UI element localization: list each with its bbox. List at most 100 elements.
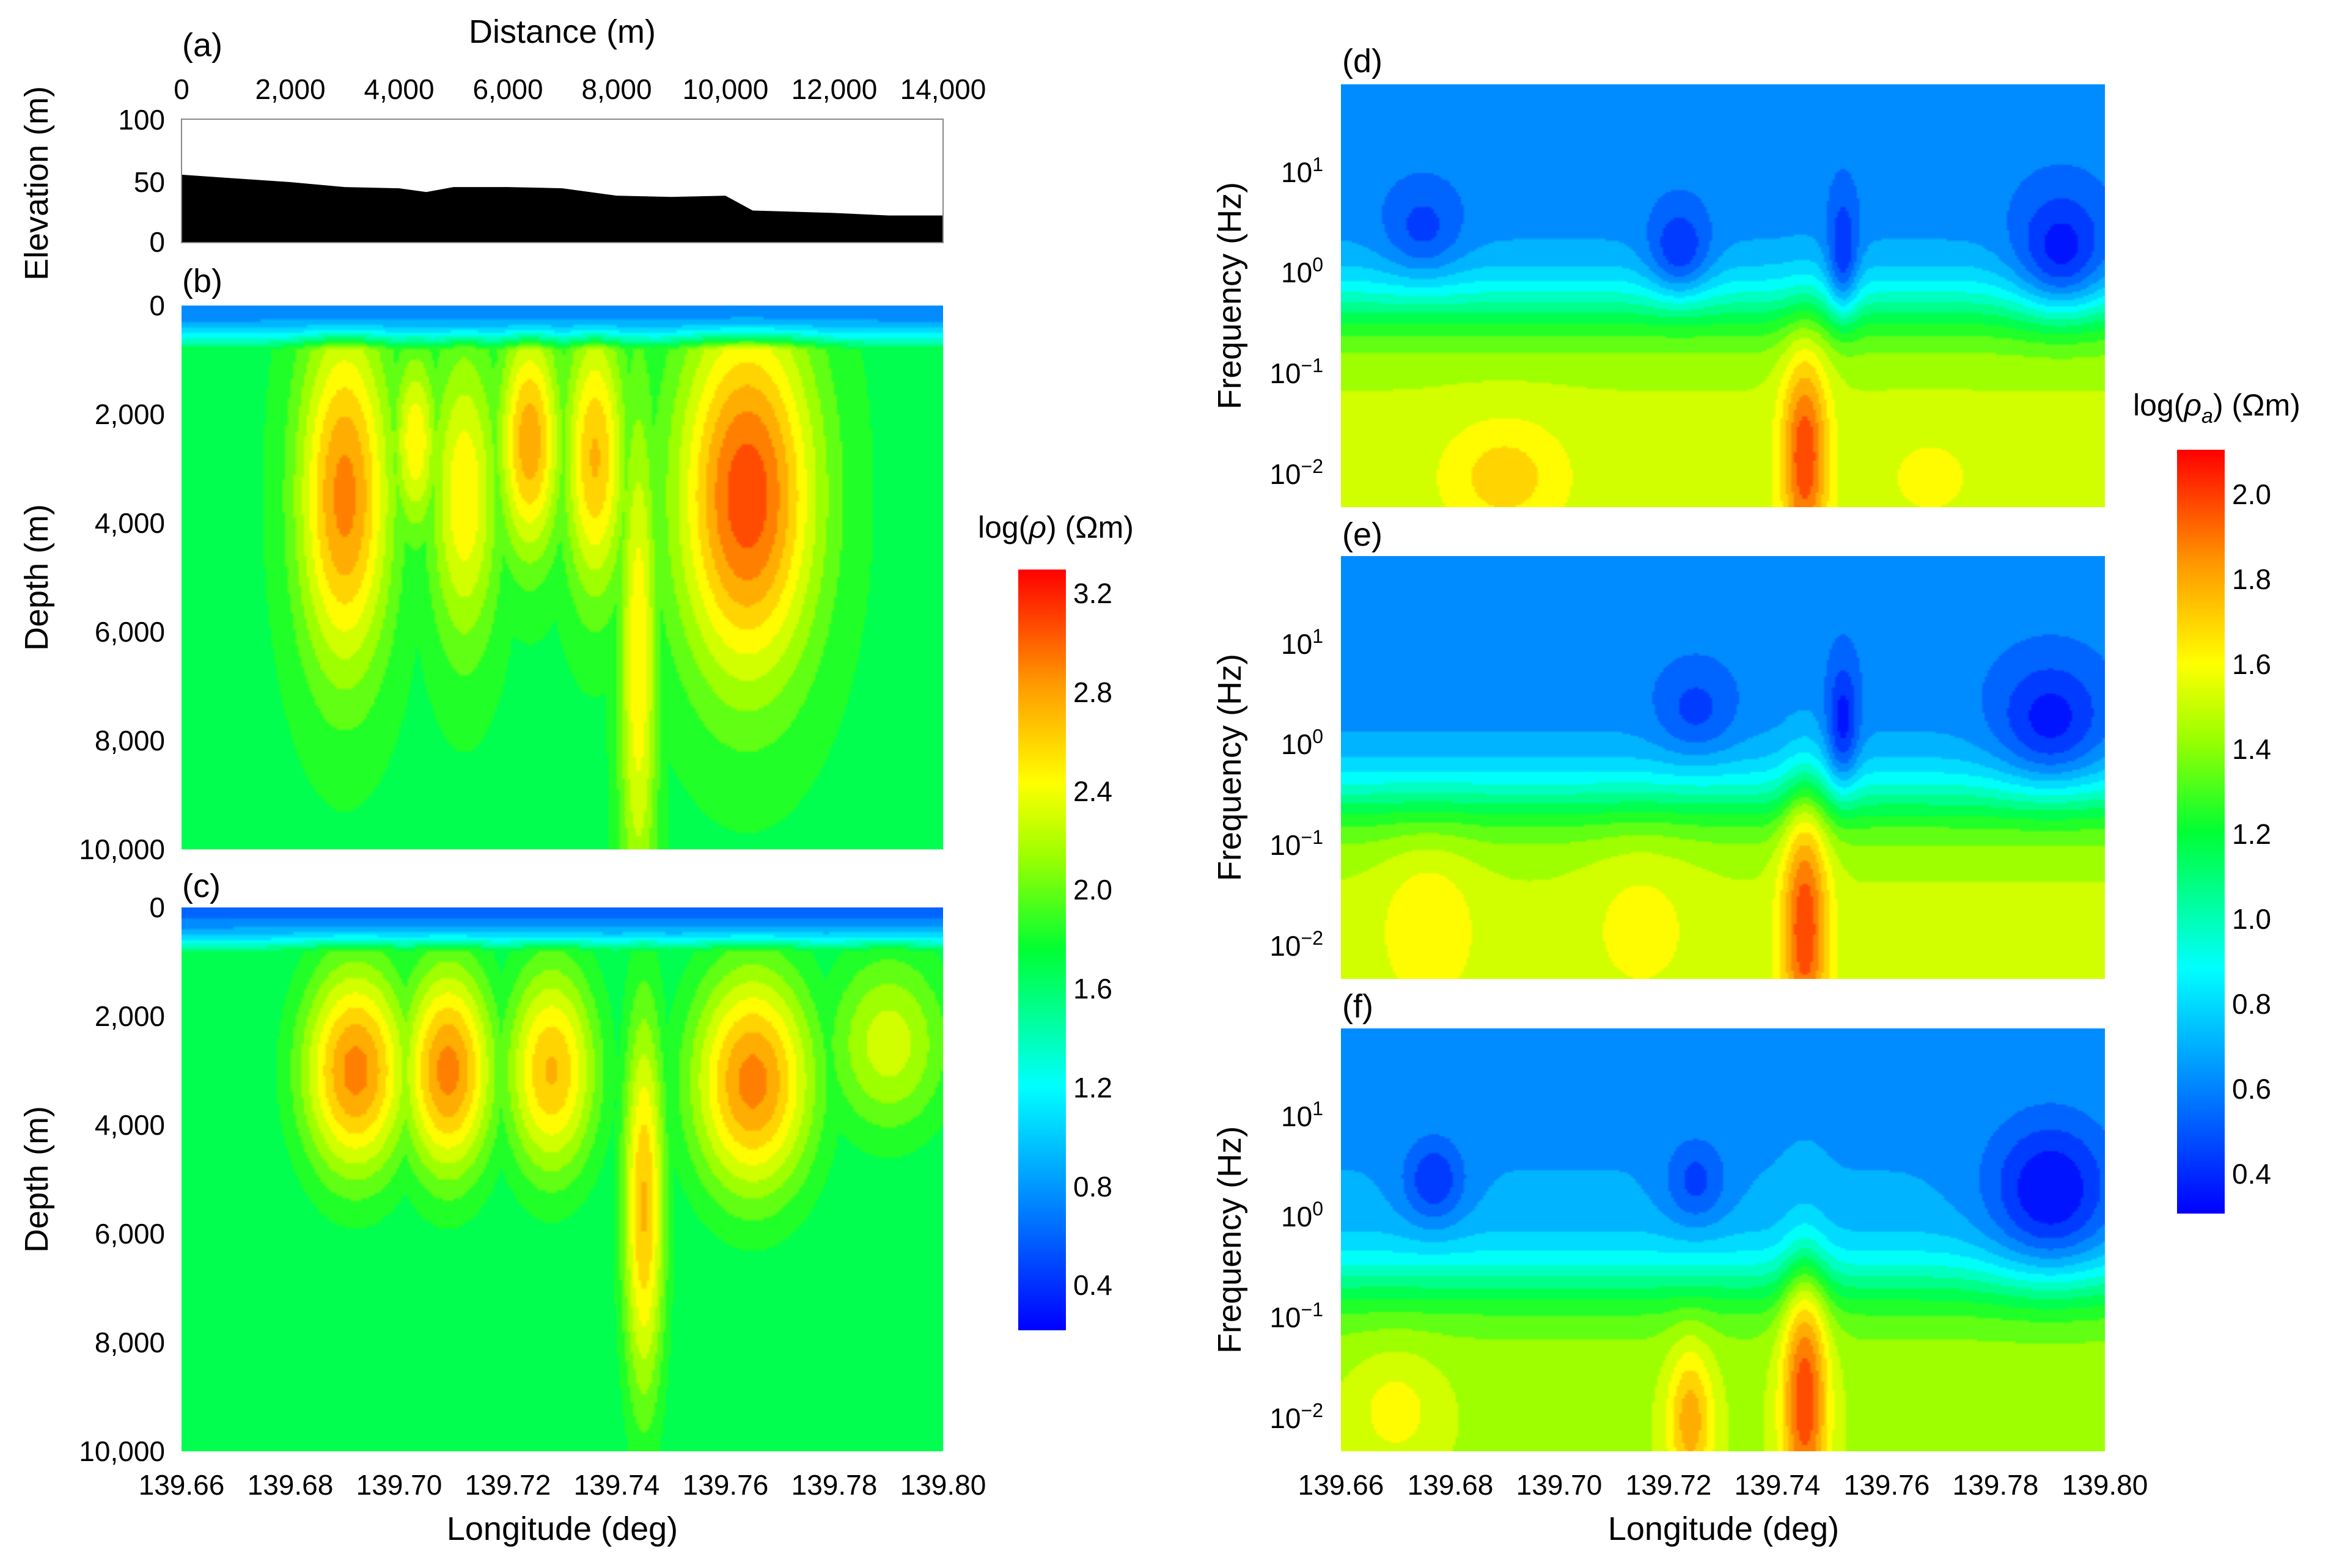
panel-d: (d) Frequency (Hz) 101 100 10−1 10−2 [1211, 43, 2105, 507]
freq-tick-base: 10 [1281, 728, 1312, 760]
freq-tick-exp: 0 [1312, 254, 1323, 276]
colorbar-tick: 0.4 [1073, 1269, 1112, 1301]
freq-tick-exp: 0 [1312, 725, 1323, 747]
depth-axis-title: Depth (m) [18, 1106, 55, 1253]
depth-tick: 8,000 [95, 725, 165, 757]
distance-tick: 0 [174, 73, 189, 105]
panel-b: (b) Depth (m) 0 2,000 4,000 6,000 8,000 … [18, 263, 943, 865]
panel-f: (f) Frequency (Hz) 101 100 10−1 10−2 [1211, 988, 2105, 1451]
elevation-tick: 100 [118, 104, 165, 136]
panel-c-label: (c) [182, 868, 221, 904]
distance-axis-title: Distance (m) [469, 13, 656, 50]
frequency-axis-title: Frequency (Hz) [1211, 654, 1248, 881]
distance-tick: 10,000 [683, 73, 769, 105]
freq-ticks-e: 101 100 10−1 10−2 [1269, 625, 1323, 962]
distance-tick: 4,000 [364, 73, 434, 105]
rho-a-subscript: a [2201, 405, 2213, 428]
freq-tick-base: 10 [1281, 257, 1312, 288]
distance-tick: 8,000 [581, 73, 652, 105]
longitude-tick: 139.70 [356, 1469, 442, 1501]
depth-tick: 6,000 [95, 1218, 165, 1250]
left-x-axis: 139.66 139.68 139.70 139.72 139.74 139.7… [139, 1469, 986, 1547]
elevation-tick: 50 [134, 166, 165, 198]
longitude-axis-title: Longitude (deg) [447, 1511, 678, 1547]
distance-ticks: 0 2,000 4,000 6,000 8,000 10,000 12,000 … [174, 73, 986, 105]
depth-tick: 2,000 [95, 398, 165, 430]
freq-tick: 10−1 [1269, 1299, 1323, 1333]
colorbar-rho-title: log(ρ) (Ωm) [978, 510, 1134, 544]
colorbar-tick: 0.6 [2232, 1073, 2271, 1105]
longitude-tick: 139.74 [1735, 1469, 1821, 1501]
panel-a: (a) Distance (m) 0 2,000 4,000 6,000 8,0… [18, 13, 986, 280]
depth-tick: 0 [149, 892, 165, 923]
frequency-axis-title: Frequency (Hz) [1211, 182, 1248, 409]
colorbar-rho-ramp [1018, 570, 1066, 1330]
freq-tick-exp: −2 [1301, 455, 1323, 477]
longitude-tick: 139.78 [791, 1469, 878, 1501]
depth-tick: 2,000 [95, 1000, 165, 1032]
resistivity-model-c [182, 907, 943, 1451]
depth-tick: 10,000 [79, 1435, 165, 1467]
freq-ticks-f: 101 100 10−1 10−2 [1269, 1097, 1323, 1434]
freq-tick-exp: 0 [1312, 1198, 1323, 1220]
longitude-tick: 139.72 [465, 1469, 551, 1501]
depth-tick: 6,000 [95, 616, 165, 648]
rho-a-symbol: ρ [2183, 388, 2201, 422]
colorbar-tick: 1.2 [2232, 818, 2271, 850]
depth-tick: 0 [149, 290, 165, 321]
depth-tick: 10,000 [79, 833, 165, 865]
apparent-resistivity-d [1341, 84, 2105, 507]
freq-tick-base: 10 [1269, 458, 1301, 490]
longitude-tick: 139.74 [574, 1469, 660, 1501]
panel-e-label: (e) [1342, 516, 1382, 553]
longitude-tick: 139.76 [1844, 1469, 1930, 1501]
colorbar-tick: 2.0 [2232, 478, 2271, 510]
freq-tick-exp: −2 [1301, 927, 1323, 949]
freq-tick: 10−2 [1269, 455, 1323, 490]
freq-tick: 100 [1281, 725, 1323, 760]
longitude-tick: 139.78 [1953, 1469, 2039, 1501]
panel-c: (c) Depth (m) 0 2,000 4,000 6,000 8,000 … [18, 868, 943, 1467]
freq-tick-base: 10 [1269, 357, 1301, 389]
depth-tick: 4,000 [95, 507, 165, 539]
longitude-tick: 139.80 [900, 1469, 986, 1501]
distance-tick: 12,000 [791, 73, 878, 105]
resistivity-model-b [182, 306, 943, 849]
elevation-area [182, 174, 943, 243]
panel-a-label: (a) [182, 27, 222, 64]
depth-ticks-b: 0 2,000 4,000 6,000 8,000 10,000 [79, 290, 165, 865]
freq-tick: 10−1 [1269, 826, 1323, 861]
freq-tick: 100 [1281, 254, 1323, 288]
colorbar-tick: 0.4 [2232, 1158, 2271, 1190]
freq-tick-exp: 1 [1312, 625, 1323, 647]
longitude-tick: 139.66 [139, 1469, 225, 1501]
freq-tick-base: 10 [1281, 628, 1312, 660]
distance-tick: 14,000 [900, 73, 986, 105]
colorbar-tick: 3.2 [1073, 577, 1112, 609]
longitude-tick: 139.76 [683, 1469, 769, 1501]
colorbar-tick: 1.0 [2232, 903, 2271, 935]
freq-tick: 10−1 [1269, 354, 1323, 389]
colorbar-tick: 2.4 [1073, 775, 1112, 807]
panel-b-label: (b) [182, 263, 222, 299]
freq-tick-exp: −1 [1301, 1299, 1323, 1321]
longitude-tick: 139.68 [248, 1469, 334, 1501]
rho-symbol: ρ [1027, 510, 1046, 544]
colorbar-tick: 2.0 [1073, 874, 1112, 906]
elevation-axis-title: Elevation (m) [18, 86, 55, 280]
freq-tick-base: 10 [1281, 1101, 1312, 1132]
freq-tick: 101 [1281, 1097, 1323, 1132]
colorbar-tick: 1.2 [1073, 1072, 1112, 1104]
freq-tick-exp: 1 [1312, 153, 1323, 175]
panel-d-label: (d) [1342, 43, 1382, 79]
freq-tick-base: 10 [1269, 1402, 1301, 1434]
depth-tick: 8,000 [95, 1327, 165, 1358]
colorbar-tick: 2.8 [1073, 676, 1112, 708]
apparent-resistivity-f [1341, 1028, 2105, 1451]
longitude-tick: 139.80 [2062, 1469, 2148, 1501]
colorbar-tick: 0.8 [2232, 988, 2271, 1020]
longitude-tick: 139.72 [1626, 1469, 1712, 1501]
colorbar-rhoa-title: log(ρa) (Ωm) [2133, 388, 2300, 428]
panel-a-frame [181, 119, 944, 243]
